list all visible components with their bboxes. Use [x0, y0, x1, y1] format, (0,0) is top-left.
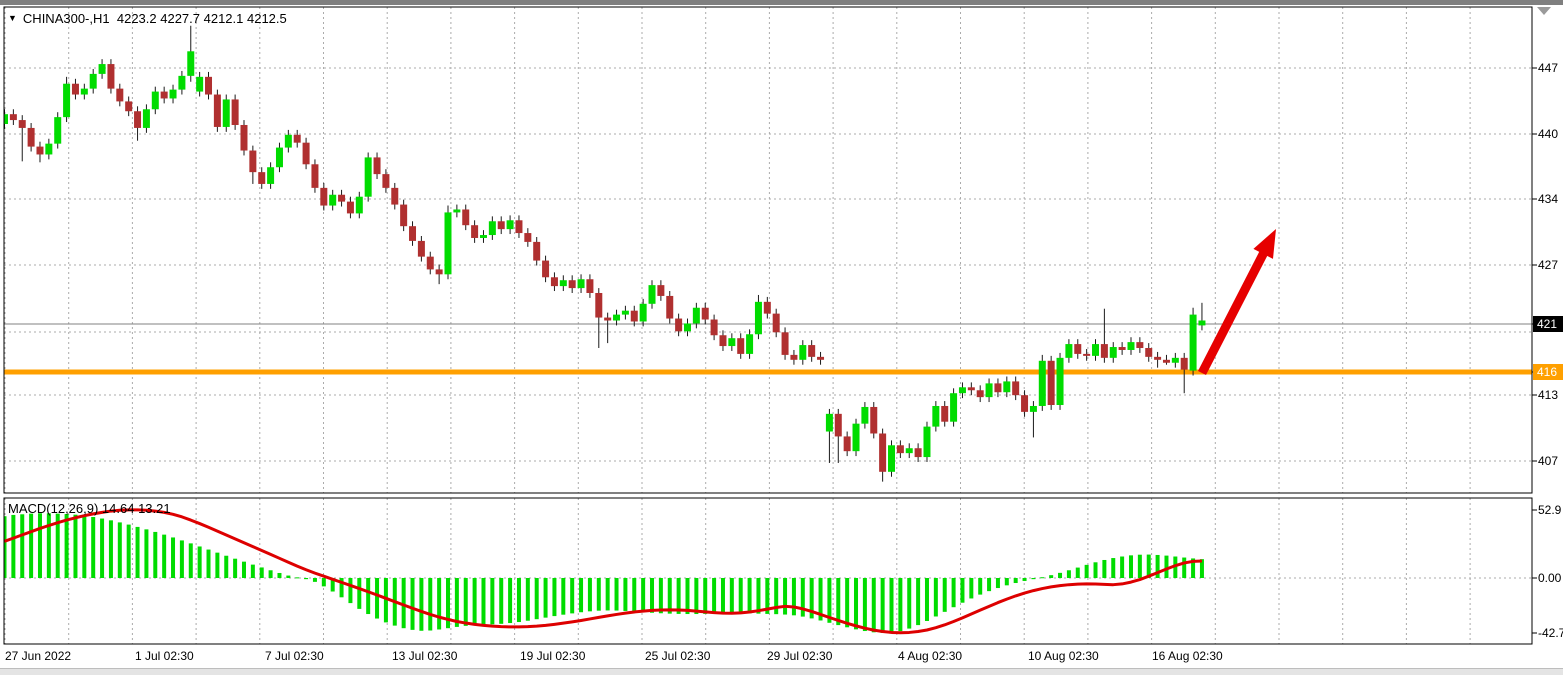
annotation-arrow-shaft[interactable]	[1197, 246, 1270, 376]
orange-horizontal-level-line[interactable]	[4, 369, 1532, 375]
macd-scale-max: 52.9	[1538, 503, 1562, 517]
horizontal-gridlines	[4, 67, 1532, 462]
date-label: 10 Aug 02:30	[1028, 649, 1099, 663]
axis-ticks	[1532, 67, 1537, 634]
main-panel-border	[3, 6, 1533, 494]
price-tick-label: 447	[1538, 61, 1559, 75]
date-label: 16 Aug 02:30	[1152, 649, 1223, 663]
macd-panel-border	[3, 497, 1533, 645]
symbol-marker-icon: ▼	[8, 13, 17, 23]
symbol-quote-ohlc: 4223.2 4227.7 4212.1 4212.5	[116, 11, 287, 26]
symbol-title: ▼ CHINA300-,H1 4223.2 4227.7 4212.1 4212.…	[8, 11, 287, 26]
date-label: 7 Jul 02:30	[265, 649, 324, 663]
window-bottom-edge	[0, 668, 1563, 675]
date-label: 13 Jul 02:30	[392, 649, 458, 663]
price-tick-label: 440	[1538, 127, 1559, 141]
date-label: 19 Jul 02:30	[520, 649, 586, 663]
date-label: 25 Jul 02:30	[645, 649, 711, 663]
macd-signal-line	[4, 508, 1203, 635]
chart-shift-marker-icon[interactable]	[1537, 7, 1551, 15]
macd-indicator-label: MACD(12,26,9) 14.64 13.21	[8, 501, 171, 516]
window-top-edge	[0, 0, 1563, 5]
date-label: 29 Jul 02:30	[767, 649, 833, 663]
date-label: 4 Aug 02:30	[898, 649, 963, 663]
price-tick-label: 434	[1538, 192, 1559, 206]
candles	[4, 25, 1206, 482]
date-label: 27 Jun 2022	[5, 649, 72, 663]
price-tick-label: 427	[1538, 258, 1559, 272]
symbol-name: CHINA300-,H1	[22, 11, 110, 26]
macd-scale-zero: 0.00	[1538, 571, 1562, 585]
price-tick-label: 407	[1538, 454, 1559, 468]
macd-scale-min: -42.7	[1538, 626, 1563, 640]
orange-level-label: 416	[1533, 364, 1563, 380]
annotation-arrow-head[interactable]	[1253, 229, 1276, 259]
date-label: 1 Jul 02:30	[135, 649, 194, 663]
current-price-label: 421	[1533, 316, 1563, 332]
macd-histogram	[4, 513, 1204, 633]
price-tick-label: 413	[1538, 388, 1559, 402]
